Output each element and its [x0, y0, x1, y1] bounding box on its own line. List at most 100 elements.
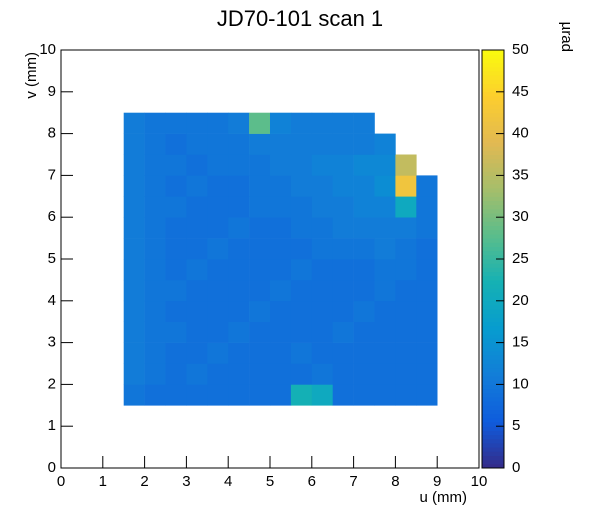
y-tick-label: 1	[48, 417, 56, 434]
color-bar-segment	[482, 50, 504, 55]
heatmap-cell	[207, 384, 229, 406]
color-bar-segment	[482, 104, 504, 110]
heatmap-cell	[395, 321, 417, 343]
color-bar-segment	[482, 279, 504, 285]
z-axis-label: µrad	[558, 22, 575, 52]
color-bar-segment	[482, 70, 504, 76]
heatmap-cell	[144, 259, 166, 281]
color-bar-segment	[482, 422, 504, 427]
heatmap-cell	[186, 238, 208, 260]
heatmap-cell	[311, 342, 333, 364]
heatmap-cell	[165, 238, 187, 260]
color-bar-segment	[482, 200, 504, 206]
color-bar-segment	[482, 167, 504, 172]
heatmap-cell	[270, 217, 292, 239]
color-bar-segment	[482, 321, 504, 327]
heatmap-cell	[311, 112, 333, 134]
heatmap-cell	[270, 133, 292, 155]
color-bar-segment	[482, 409, 504, 415]
color-bar-segment	[482, 309, 504, 314]
heatmap	[123, 112, 438, 406]
x-tick-label: 2	[140, 473, 148, 490]
heatmap-cell	[123, 217, 145, 239]
color-bar-segment	[482, 217, 504, 222]
color-bar-segment	[482, 146, 504, 151]
heatmap-cell	[395, 196, 417, 218]
heatmap-cell	[290, 300, 313, 322]
heatmap-cell	[270, 279, 292, 302]
color-bar-segment	[482, 91, 504, 97]
heatmap-cell	[332, 238, 354, 260]
y-tick-label: 8	[48, 125, 56, 142]
heatmap-cell	[249, 342, 271, 364]
heatmap-cell	[332, 259, 354, 281]
y-tick-label: 4	[48, 292, 56, 309]
color-bar-segment	[482, 355, 504, 360]
heatmap-cell	[249, 112, 271, 134]
heatmap-cell	[374, 238, 396, 260]
heatmap-cell	[249, 279, 271, 302]
heatmap-cell	[144, 175, 166, 197]
heatmap-cell	[207, 259, 229, 281]
y-tick-label: 6	[48, 208, 56, 225]
z-tick-label: 0	[512, 459, 520, 476]
heatmap-cell	[395, 279, 417, 302]
heatmap-cell	[395, 384, 417, 406]
heatmap-cell	[416, 175, 438, 197]
color-bar-segment	[482, 259, 504, 264]
color-bar-segment	[482, 300, 504, 306]
heatmap-cell	[416, 238, 438, 260]
color-bar-segment	[482, 133, 504, 139]
color-bar-segment	[482, 342, 504, 348]
heatmap-cell	[144, 384, 166, 406]
color-bar-segment	[482, 183, 504, 189]
color-bar-segment	[482, 455, 504, 461]
z-tick-label: 40	[512, 125, 529, 142]
x-tick-label: 1	[99, 473, 107, 490]
heatmap-cell	[165, 112, 187, 134]
heatmap-cell	[332, 217, 354, 239]
heatmap-cell	[353, 217, 375, 239]
x-tick-label: 6	[308, 473, 316, 490]
heatmap-cell	[249, 196, 271, 218]
heatmap-cell	[353, 321, 375, 343]
color-bar-segment	[482, 87, 504, 93]
heatmap-cell	[290, 154, 313, 176]
heatmap-cell	[395, 342, 417, 364]
color-bar-segment	[482, 292, 504, 298]
heatmap-cell	[353, 154, 375, 176]
color-bar: 0 5 10 15 20 25 30 35 40 45 50	[481, 41, 529, 476]
heatmap-cell	[311, 175, 333, 197]
z-tick-label: 35	[512, 166, 529, 183]
heatmap-cell	[186, 321, 208, 343]
z-tick-label: 30	[512, 208, 529, 225]
heatmap-cell	[374, 259, 396, 281]
heatmap-cell	[416, 279, 438, 302]
color-bar-segment	[482, 304, 504, 310]
x-tick-label: 3	[182, 473, 190, 490]
color-bar-segment	[482, 196, 504, 201]
color-bar-segment	[482, 141, 504, 147]
heatmap-cell	[165, 384, 187, 406]
color-bar-segment	[482, 150, 504, 155]
color-bar-segment	[482, 137, 504, 143]
x-tick-label: 10	[471, 473, 488, 490]
heatmap-cell	[123, 342, 145, 364]
color-bar-segment	[482, 108, 504, 114]
heatmap-cell	[186, 175, 208, 197]
heatmap-cell	[186, 342, 208, 364]
color-bar-segment	[482, 317, 504, 323]
heatmap-cell	[186, 363, 208, 385]
color-bar-segment	[482, 359, 504, 364]
color-bar-segment	[482, 363, 504, 369]
heatmap-cell	[186, 154, 208, 176]
heatmap-cell	[374, 154, 396, 176]
color-bar-segment	[482, 179, 504, 185]
heatmap-cell	[186, 279, 208, 302]
color-bar-segment	[482, 79, 504, 84]
color-bar-segment	[482, 426, 504, 431]
heatmap-cell	[165, 196, 187, 218]
color-bar-segment	[482, 238, 504, 243]
y-tick-label: 7	[48, 166, 56, 183]
